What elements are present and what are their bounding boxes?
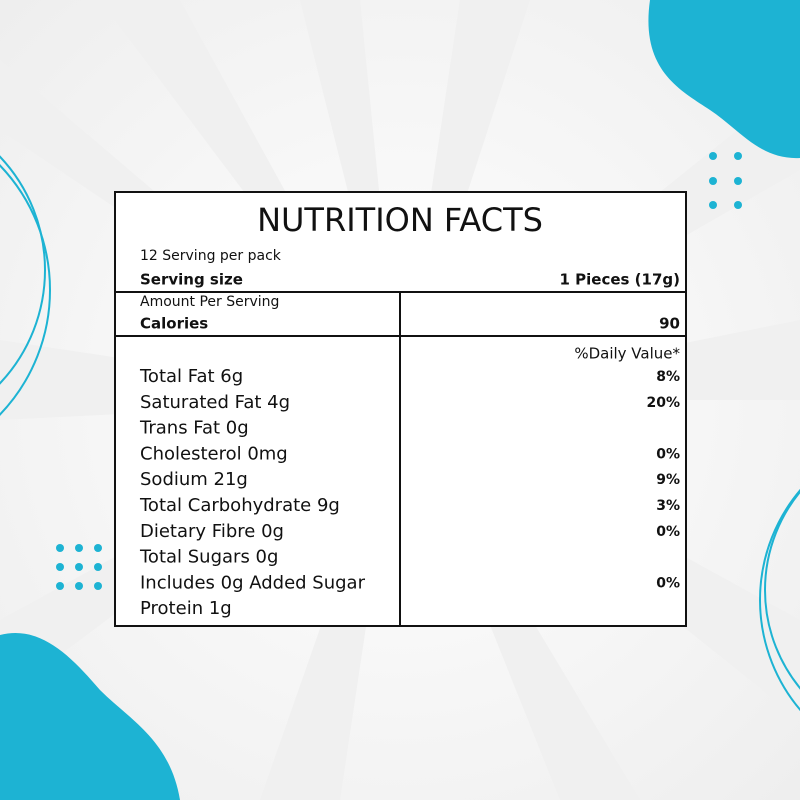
- nutrient-name: Total Carbohydrate 9g: [139, 495, 340, 516]
- serving-size-value: 1 Pieces (17g): [559, 271, 680, 289]
- daily-value-header: %Daily Value*: [574, 345, 680, 363]
- nutrient-name: Protein 1g: [140, 598, 232, 619]
- serving-size-label: Serving size: [140, 271, 243, 289]
- title: NUTRITION FACTS: [257, 201, 543, 239]
- daily-value: 8%: [656, 369, 680, 385]
- daily-value: 0%: [656, 575, 680, 591]
- daily-value: 20%: [646, 395, 680, 411]
- blob: [648, 0, 800, 159]
- dots: [56, 152, 742, 590]
- calories-value: 90: [659, 315, 680, 333]
- nutrient-name: Sodium 21g: [140, 469, 248, 490]
- nutrient-name: Total Fat 6g: [139, 366, 243, 387]
- daily-value: 3%: [656, 498, 680, 514]
- nutrient-name: Total Sugars 0g: [139, 547, 278, 568]
- servings: 12 Serving per pack: [140, 248, 282, 264]
- daily-value: 9%: [656, 472, 680, 488]
- nutrient-name: Saturated Fat 4g: [140, 392, 290, 413]
- amount-per-serving: Amount Per Serving: [140, 294, 279, 310]
- arcs: [0, 155, 800, 712]
- nutrient-name: Trans Fat 0g: [139, 418, 249, 439]
- nutrient-name: Includes 0g Added Sugar: [140, 572, 366, 593]
- nutrient-name: Dietary Fibre 0g: [140, 521, 284, 542]
- blob: [0, 633, 180, 800]
- daily-value: 0%: [656, 524, 680, 540]
- calories-label: Calories: [140, 315, 208, 333]
- nutrient-name: Cholesterol 0mg: [140, 443, 288, 464]
- daily-value: 0%: [656, 446, 680, 462]
